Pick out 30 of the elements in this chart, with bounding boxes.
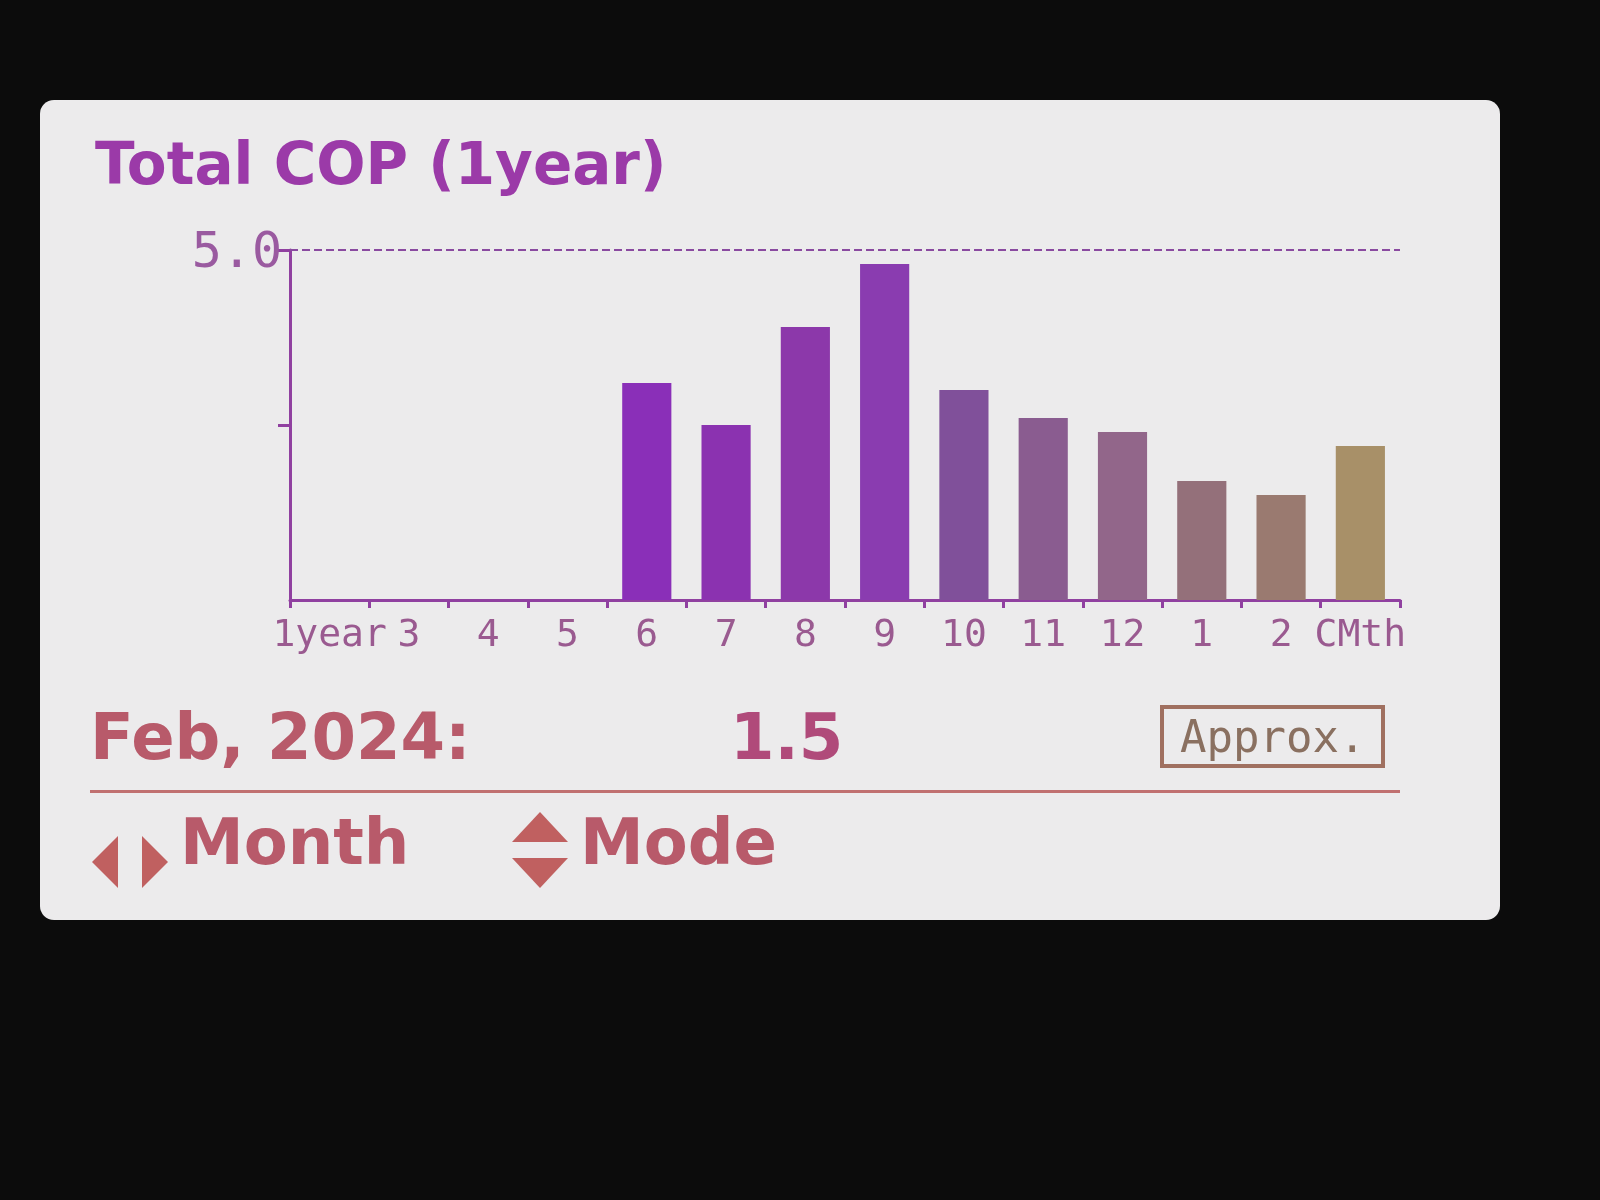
text: Feb, 2024: bbox=[90, 700, 471, 774]
bar bbox=[701, 425, 751, 600]
bar bbox=[1256, 495, 1306, 600]
x-tick-label: CMth bbox=[1314, 611, 1407, 655]
bar bbox=[860, 264, 910, 600]
x-tick-label: 7 bbox=[714, 611, 738, 655]
bar bbox=[1097, 432, 1148, 600]
bar bbox=[622, 383, 672, 600]
x-tick-label: 11 bbox=[1020, 611, 1067, 655]
x-tick-label: 3 bbox=[397, 611, 421, 655]
x-tick-label: 4 bbox=[476, 611, 500, 655]
y-tick-label: 5.0 bbox=[191, 221, 282, 279]
bar bbox=[1018, 418, 1068, 600]
x-tick-label: 12 bbox=[1099, 611, 1146, 655]
text: 1.5 bbox=[730, 700, 844, 774]
x-tick-label: 6 bbox=[635, 611, 659, 655]
x-tick-label: 1 bbox=[1190, 611, 1214, 655]
x-tick-label: 9 bbox=[873, 611, 897, 655]
x-tick-label: 8 bbox=[793, 611, 817, 655]
text: Mode bbox=[580, 805, 777, 879]
bar bbox=[1335, 446, 1385, 600]
x-tick-label: 1year bbox=[272, 611, 387, 655]
x-tick-label: 5 bbox=[556, 611, 579, 655]
bar bbox=[1177, 481, 1227, 600]
x-tick-label: 10 bbox=[941, 611, 987, 655]
chart-title: Total COP (1year) bbox=[95, 130, 667, 198]
text: Month bbox=[180, 805, 410, 879]
bar bbox=[939, 390, 989, 600]
x-tick-label: 2 bbox=[1269, 611, 1293, 655]
text: Approx. bbox=[1160, 705, 1386, 768]
